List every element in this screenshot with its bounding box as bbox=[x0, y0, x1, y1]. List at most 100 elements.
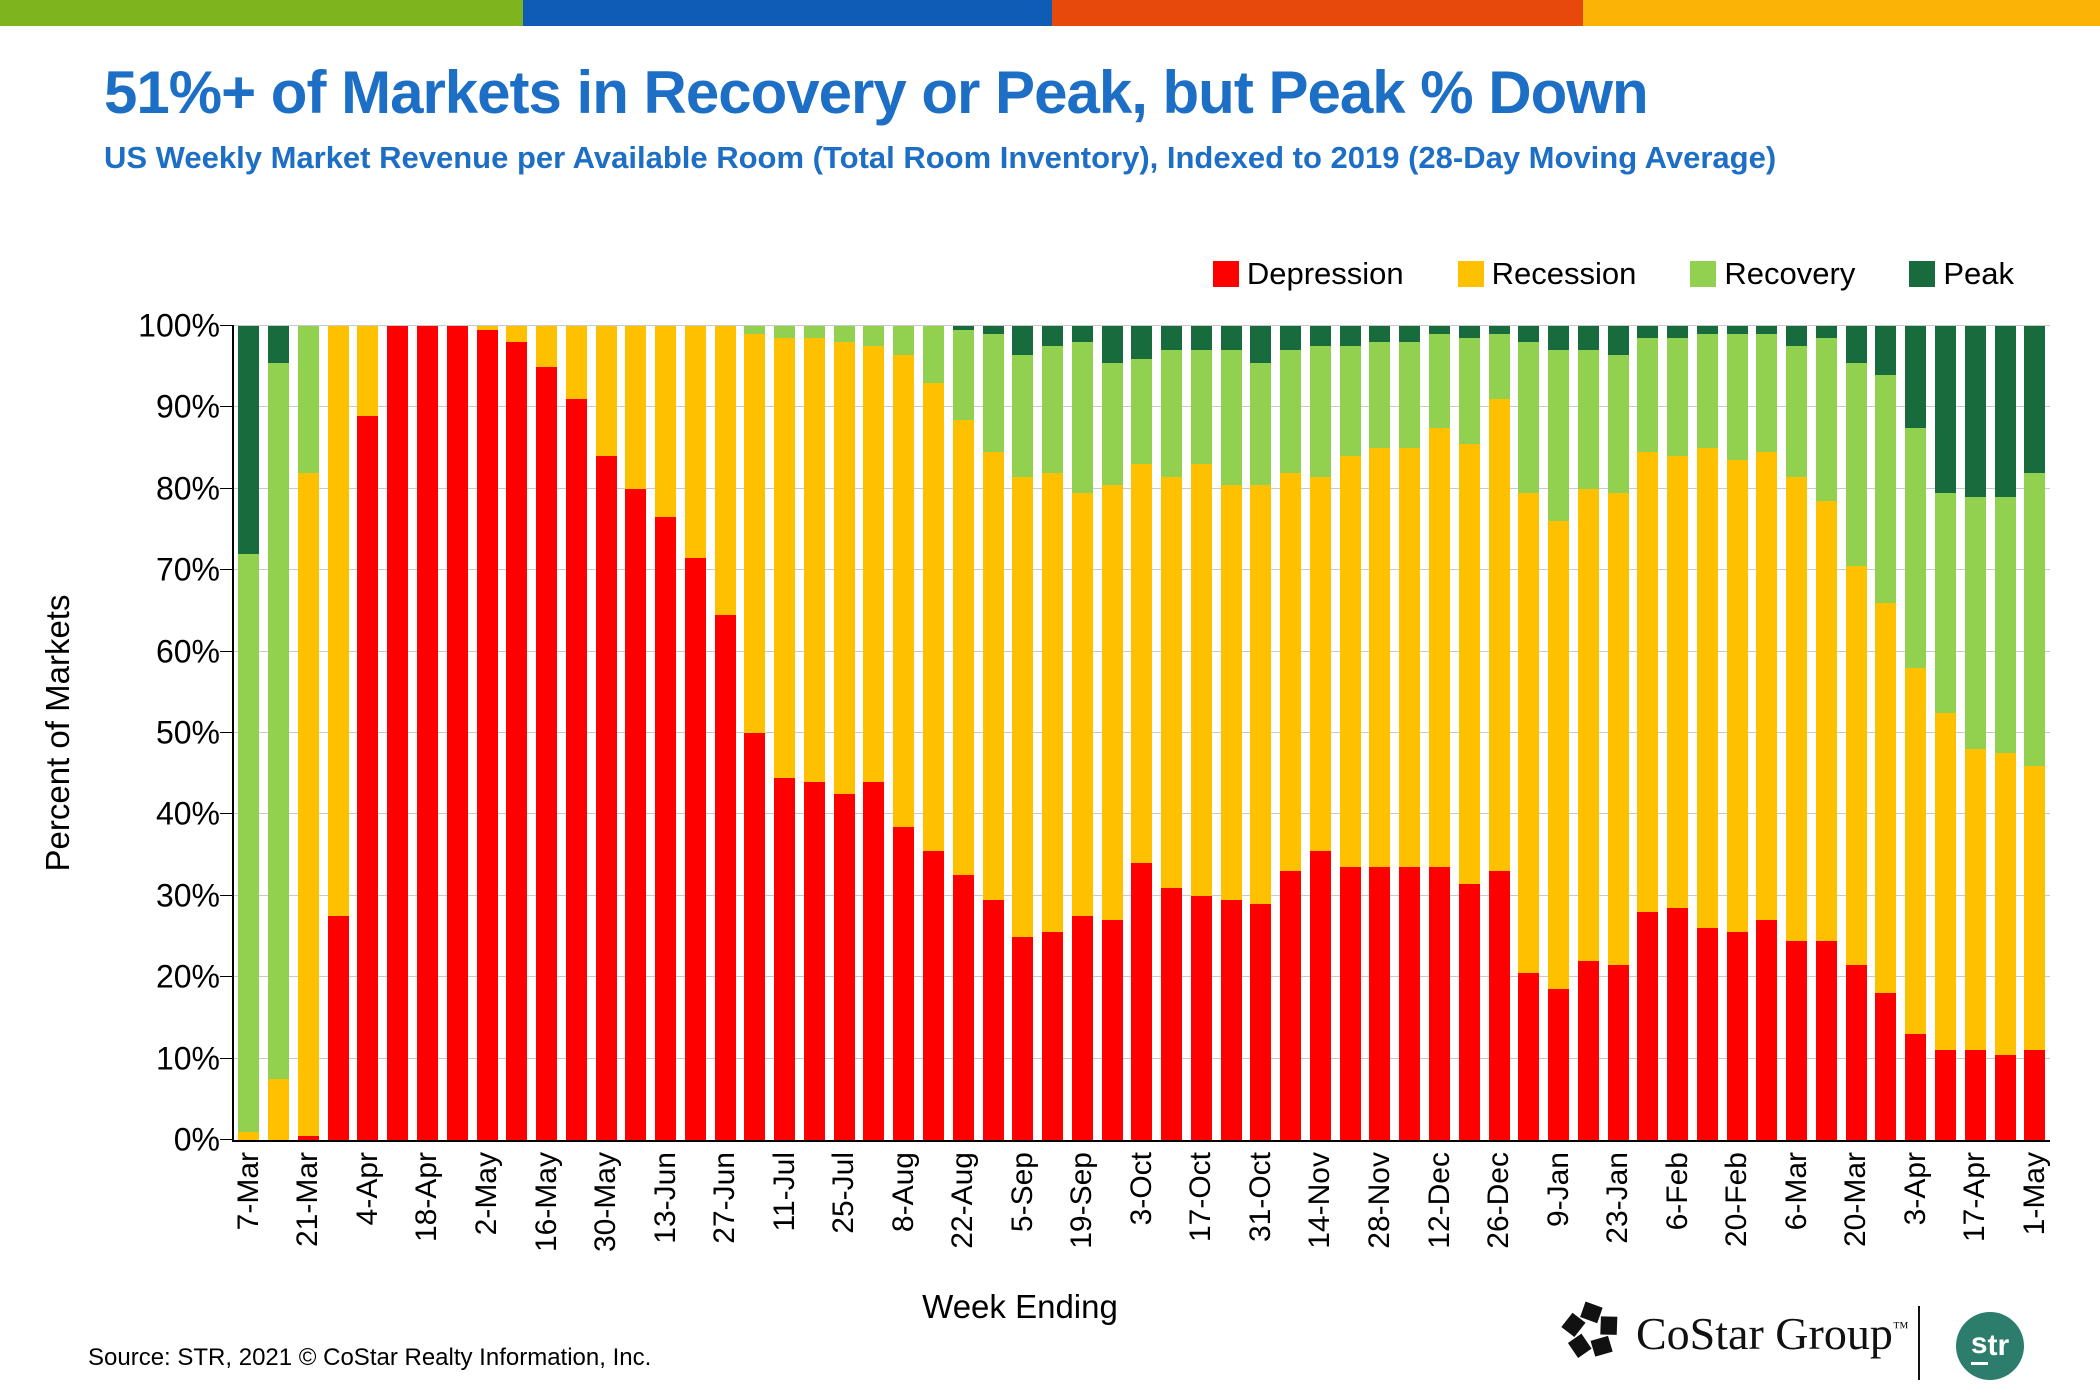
stacked-bar-29-Aug bbox=[982, 326, 1004, 1140]
x-tick-label-16-May: 16-May bbox=[529, 1152, 563, 1253]
bar-segment-recession bbox=[1815, 501, 1837, 941]
bar-segment-depression bbox=[684, 558, 706, 1140]
bar-segment-peak bbox=[1845, 326, 1867, 363]
bar-segment-recovery bbox=[1488, 334, 1510, 400]
stacked-bar-13-Jun bbox=[655, 326, 677, 1140]
bar-segment-recession bbox=[1429, 427, 1450, 868]
x-tick-label-31-Oct: 31-Oct bbox=[1243, 1152, 1277, 1243]
bar-segment-recession bbox=[1756, 452, 1778, 921]
bar-segment-recession bbox=[1696, 448, 1718, 929]
y-tick-label-80: 80% bbox=[155, 470, 220, 507]
stacked-bar-6-Feb bbox=[1667, 326, 1689, 1140]
bar-segment-recovery bbox=[1637, 338, 1659, 453]
bar-segment-recession bbox=[506, 326, 528, 343]
stacked-bar-3-Oct bbox=[1131, 326, 1153, 1140]
stacked-bar-22-Aug bbox=[952, 326, 974, 1140]
bar-segment-depression bbox=[2024, 1050, 2046, 1140]
stacked-bar-23-May bbox=[565, 326, 587, 1140]
bar-group bbox=[859, 326, 889, 1140]
bar-segment-peak bbox=[1161, 326, 1183, 351]
bar-segment-depression bbox=[1935, 1050, 1957, 1140]
bar-group: 19-Sep bbox=[1065, 326, 1098, 1249]
bar-segment-recession bbox=[268, 1078, 290, 1140]
stacked-bar-28-Mar bbox=[327, 326, 349, 1140]
x-tick-label-22-Aug: 22-Aug bbox=[946, 1152, 980, 1249]
bar-group: 8-Aug bbox=[887, 326, 920, 1232]
bar-segment-recession bbox=[1042, 472, 1064, 933]
bar-segment-peak bbox=[1994, 326, 2016, 497]
bar-segment-recession bbox=[774, 338, 796, 778]
legend-swatch-recession bbox=[1457, 261, 1484, 287]
bar-segment-peak bbox=[1935, 326, 1957, 493]
bar-segment-depression bbox=[536, 366, 558, 1140]
bar-group: 14-Nov bbox=[1303, 326, 1336, 1249]
bar-segment-recovery bbox=[1429, 334, 1450, 428]
trademark-symbol: ™ bbox=[1892, 1319, 1909, 1337]
stacked-bar-30-Jan bbox=[1637, 326, 1659, 1140]
page-subtitle: US Weekly Market Revenue per Available R… bbox=[104, 140, 1777, 175]
bar-group bbox=[1573, 326, 1603, 1140]
bar-segment-recovery bbox=[1756, 334, 1778, 453]
bar-segment-depression bbox=[1726, 932, 1748, 1140]
bar-segment-recovery bbox=[1935, 492, 1957, 713]
bar-segment-recovery bbox=[1071, 342, 1093, 493]
bar-segment-recovery bbox=[2024, 472, 2046, 766]
y-tick-mark bbox=[220, 976, 234, 978]
bar-segment-depression bbox=[446, 326, 468, 1140]
bar-segment-depression bbox=[327, 916, 349, 1140]
bar-segment-recovery bbox=[744, 326, 766, 335]
stacked-bar-25-Apr bbox=[446, 326, 468, 1140]
bar-segment-depression bbox=[1607, 965, 1629, 1140]
stacked-bar-17-Oct bbox=[1190, 326, 1212, 1140]
bar-group: 12-Dec bbox=[1423, 326, 1456, 1249]
stacked-bar-4-Apr bbox=[357, 326, 379, 1140]
bar-segment-recession bbox=[803, 338, 825, 782]
bar-segment-peak bbox=[1756, 326, 1778, 335]
bar-segment-recession bbox=[952, 419, 974, 876]
bar-segment-depression bbox=[1786, 940, 1808, 1140]
bar-segment-depression bbox=[1815, 940, 1837, 1140]
bar-segment-depression bbox=[1905, 1034, 1927, 1140]
bar-segment-recovery bbox=[863, 326, 885, 347]
bar-segment-depression bbox=[1280, 871, 1302, 1140]
bar-segment-depression bbox=[1399, 867, 1421, 1140]
bar-segment-peak bbox=[1607, 326, 1629, 355]
bar-segment-recession bbox=[357, 326, 379, 416]
bar-segment-depression bbox=[1190, 895, 1212, 1140]
bar-segment-recession bbox=[1369, 448, 1391, 868]
bar-segment-depression bbox=[952, 875, 974, 1140]
x-tick-label-20-Mar: 20-Mar bbox=[1839, 1152, 1873, 1248]
x-tick-label-8-Aug: 8-Aug bbox=[886, 1152, 920, 1233]
bar-group bbox=[383, 326, 413, 1140]
bar-segment-recession bbox=[536, 326, 558, 367]
stacked-bar-9-Jan bbox=[1548, 326, 1570, 1140]
stacked-bar-5-Sep bbox=[1012, 326, 1034, 1140]
legend-swatch-recovery bbox=[1690, 261, 1717, 287]
bar-group: 13-Jun bbox=[649, 326, 682, 1244]
bar-segment-peak bbox=[268, 326, 290, 363]
bar-segment-recession bbox=[1935, 712, 1957, 1051]
bar-group: 23-Jan bbox=[1601, 326, 1634, 1244]
bar-group bbox=[680, 326, 710, 1140]
bar-segment-recovery bbox=[952, 330, 974, 420]
bar-segment-depression bbox=[803, 781, 825, 1140]
bar-segment-peak bbox=[982, 326, 1004, 335]
x-tick-label-3-Oct: 3-Oct bbox=[1124, 1152, 1158, 1226]
bar-segment-recession bbox=[1726, 460, 1748, 933]
legend-label: Recession bbox=[1491, 256, 1637, 291]
x-axis-title: Week Ending bbox=[922, 1288, 1118, 1325]
bar-group bbox=[1335, 326, 1365, 1140]
stacked-bar-13-Feb bbox=[1696, 326, 1718, 1140]
stacked-bar-18-Jul bbox=[803, 326, 825, 1140]
legend-swatch-peak bbox=[1909, 261, 1936, 287]
bar-segment-depression bbox=[1071, 916, 1093, 1140]
y-tick-label-90: 90% bbox=[155, 388, 220, 425]
bar-group bbox=[1812, 326, 1842, 1140]
bar-segment-peak bbox=[1220, 326, 1242, 351]
x-tick-label-27-Jun: 27-Jun bbox=[708, 1152, 742, 1244]
bar-segment-peak bbox=[1964, 326, 1986, 497]
stacked-bar-1-Aug bbox=[863, 326, 885, 1140]
bar-group bbox=[978, 326, 1008, 1140]
stacked-bar-18-Apr bbox=[416, 326, 438, 1140]
stacked-bar-11-Apr bbox=[387, 326, 409, 1140]
